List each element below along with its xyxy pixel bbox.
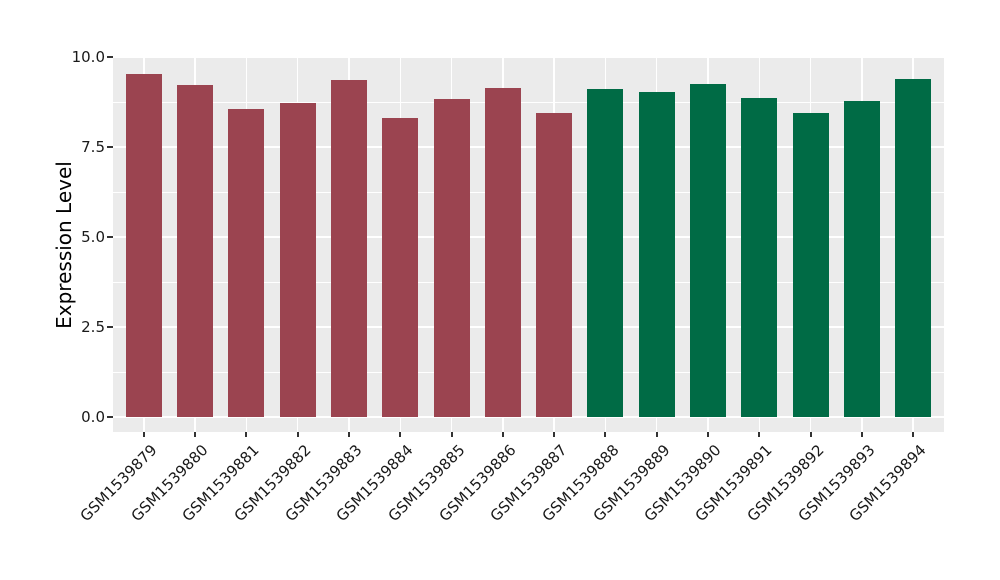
gridline-major-horizontal (113, 57, 944, 58)
bar-GSM1539884 (382, 117, 419, 417)
gridline-minor-horizontal (113, 191, 944, 193)
x-tick-mark (912, 432, 915, 437)
gridline-major-horizontal (113, 326, 944, 328)
y-tick-mark (107, 146, 113, 148)
x-tick-mark (809, 432, 812, 437)
x-tick-mark (347, 432, 350, 437)
x-tick-mark (501, 432, 504, 437)
x-tick-mark (860, 432, 863, 437)
x-tick-mark (245, 432, 248, 437)
gridline-minor-horizontal (113, 281, 944, 283)
bar-GSM1539894 (895, 78, 932, 417)
bar-GSM1539886 (484, 87, 521, 417)
bar-GSM1539891 (741, 98, 778, 417)
bar-GSM1539881 (228, 108, 265, 417)
x-tick-mark (194, 432, 197, 437)
x-tick-mark (142, 432, 145, 437)
x-tick-mark (655, 432, 658, 437)
bar-GSM1539887 (536, 113, 573, 417)
x-tick-mark (450, 432, 453, 437)
x-tick-mark (296, 432, 299, 437)
y-tick-label: 5.0 (81, 228, 105, 246)
y-tick-label: 2.5 (81, 318, 105, 336)
y-tick-mark (107, 236, 113, 238)
y-tick-mark (107, 56, 113, 58)
y-tick-mark (107, 416, 113, 418)
x-tick-mark (604, 432, 607, 437)
gridline-minor-horizontal (113, 371, 944, 373)
bar-GSM1539888 (587, 88, 624, 417)
bar-GSM1539880 (177, 85, 214, 417)
bar-GSM1539892 (792, 112, 829, 417)
bar-GSM1539883 (330, 80, 367, 417)
gridline-major-horizontal (113, 146, 944, 148)
x-tick-mark (707, 432, 710, 437)
bar-GSM1539879 (125, 73, 162, 417)
gridline-major-horizontal (113, 236, 944, 238)
plot-panel (113, 57, 944, 432)
bar-GSM1539885 (433, 99, 470, 417)
y-tick-label: 7.5 (81, 138, 105, 156)
x-tick-mark (399, 432, 402, 437)
bar-GSM1539882 (279, 103, 316, 417)
bar-GSM1539889 (638, 91, 675, 417)
y-tick-mark (107, 326, 113, 328)
x-tick-mark (553, 432, 556, 437)
gridline-minor-horizontal (113, 101, 944, 103)
y-tick-label: 10.0 (71, 48, 105, 66)
y-tick-label: 0.0 (81, 408, 105, 426)
gridline-major-horizontal (113, 416, 944, 418)
x-tick-mark (758, 432, 761, 437)
bar-GSM1539893 (843, 100, 880, 417)
bar-GSM1539890 (690, 83, 727, 417)
